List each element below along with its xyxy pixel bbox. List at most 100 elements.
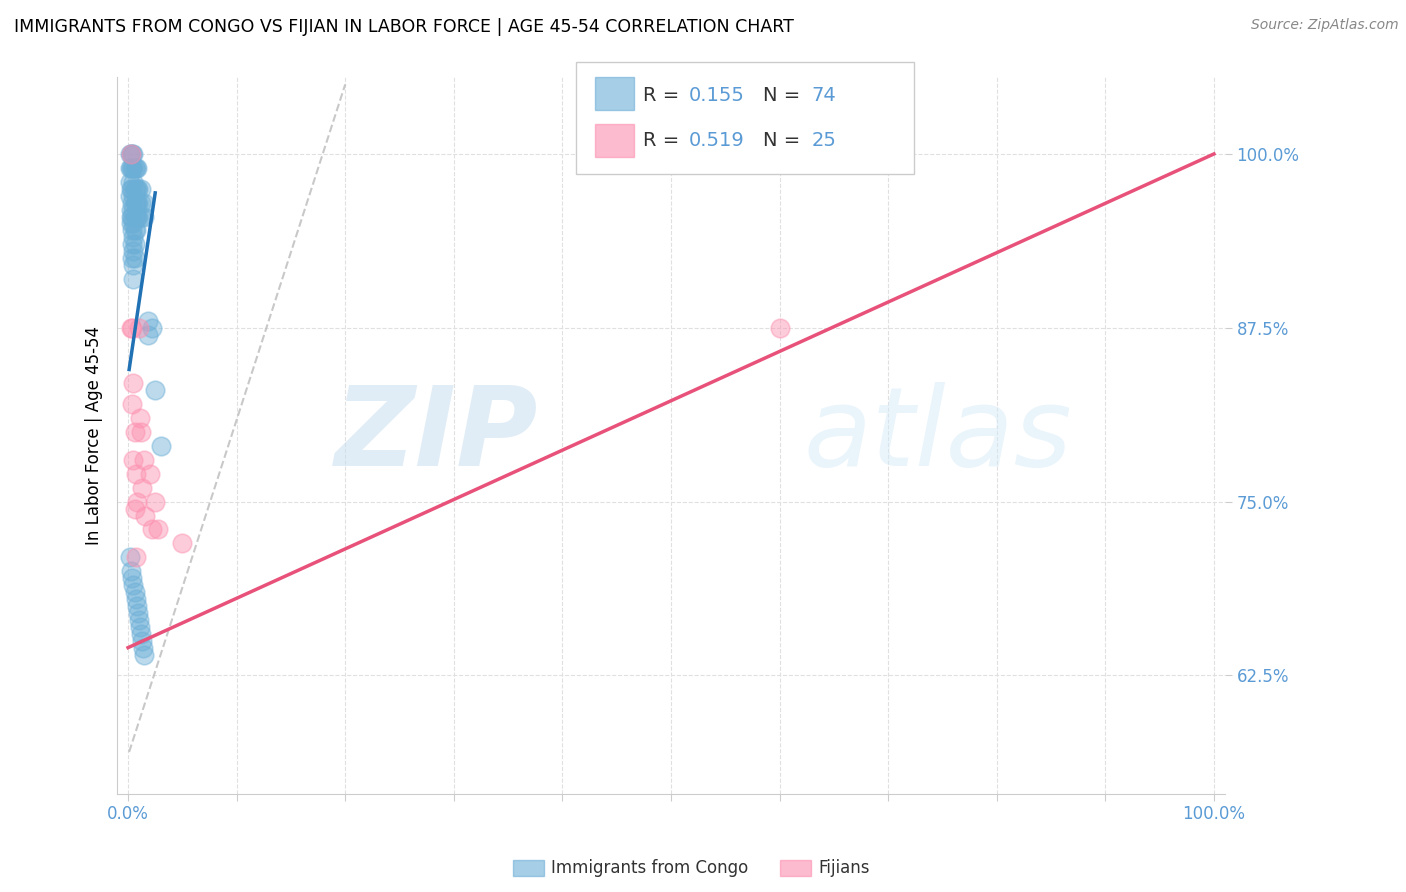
Point <box>143 384 166 398</box>
Point <box>120 161 142 175</box>
Point <box>143 494 166 508</box>
Point <box>127 606 149 620</box>
Point <box>124 161 146 175</box>
Point <box>129 210 152 224</box>
Point <box>129 620 152 634</box>
Text: 74: 74 <box>811 87 837 105</box>
Text: Immigrants from Congo: Immigrants from Congo <box>551 859 748 877</box>
Point <box>120 161 142 175</box>
Text: Source: ZipAtlas.com: Source: ZipAtlas.com <box>1251 18 1399 32</box>
Point <box>128 320 150 334</box>
Text: atlas: atlas <box>804 382 1073 489</box>
Point <box>121 161 143 175</box>
Point <box>131 633 153 648</box>
Point <box>124 237 146 252</box>
Point <box>122 578 145 592</box>
Point <box>129 182 152 196</box>
Point <box>129 425 152 439</box>
Point <box>124 223 146 237</box>
Point <box>124 210 146 224</box>
Point <box>125 210 148 224</box>
Point <box>134 648 156 662</box>
Point <box>120 210 142 224</box>
Point <box>121 397 143 411</box>
Point <box>125 494 148 508</box>
Point <box>124 195 146 210</box>
Point <box>134 195 156 210</box>
Point <box>714 147 737 161</box>
Point <box>124 425 146 439</box>
Point <box>127 195 149 210</box>
Point <box>122 175 145 189</box>
Point <box>122 161 145 175</box>
Text: N =: N = <box>763 87 807 105</box>
Point <box>120 188 142 202</box>
Point <box>148 523 170 537</box>
Point <box>120 147 142 161</box>
Point <box>141 523 163 537</box>
Point <box>121 182 143 196</box>
Point <box>121 223 143 237</box>
Point <box>125 195 148 210</box>
Point <box>120 564 142 578</box>
Point <box>122 244 145 259</box>
Point <box>125 182 148 196</box>
Point <box>134 508 156 523</box>
Point <box>127 182 149 196</box>
Point <box>129 626 152 640</box>
Point <box>121 147 143 161</box>
Point <box>121 320 143 334</box>
Point <box>134 210 156 224</box>
Point <box>122 147 145 161</box>
Point <box>124 195 146 210</box>
Point <box>120 147 142 161</box>
Point <box>128 613 150 627</box>
Point <box>120 175 142 189</box>
Point <box>120 147 142 161</box>
Point <box>124 467 146 481</box>
Text: IMMIGRANTS FROM CONGO VS FIJIAN IN LABOR FORCE | AGE 45-54 CORRELATION CHART: IMMIGRANTS FROM CONGO VS FIJIAN IN LABOR… <box>14 18 794 36</box>
Point <box>141 320 163 334</box>
Point <box>124 182 146 196</box>
Text: 0.155: 0.155 <box>689 87 745 105</box>
Text: R =: R = <box>643 87 685 105</box>
Point <box>129 411 152 425</box>
Point <box>125 161 148 175</box>
Point <box>120 217 142 231</box>
Point <box>121 237 143 252</box>
Point <box>172 536 194 550</box>
Point <box>121 252 143 266</box>
Point <box>122 258 145 272</box>
Point <box>120 202 142 217</box>
Point <box>125 599 148 613</box>
Point <box>122 202 145 217</box>
Point <box>136 327 159 342</box>
Text: N =: N = <box>763 131 807 150</box>
Point <box>124 182 146 196</box>
Point <box>768 320 790 334</box>
Point <box>120 182 142 196</box>
Point <box>127 210 149 224</box>
Text: R =: R = <box>643 131 685 150</box>
Text: Fijians: Fijians <box>818 859 870 877</box>
Point <box>124 223 146 237</box>
Point <box>124 585 146 599</box>
Point <box>122 230 145 244</box>
Point <box>122 217 145 231</box>
Point <box>149 439 172 453</box>
Point <box>121 195 143 210</box>
Point <box>129 195 152 210</box>
Point <box>136 314 159 328</box>
Text: ZIP: ZIP <box>335 382 538 489</box>
Point <box>139 467 162 481</box>
Point <box>122 272 145 286</box>
Point <box>124 210 146 224</box>
Point <box>120 550 142 565</box>
Point <box>124 252 146 266</box>
Text: 25: 25 <box>811 131 837 150</box>
Point <box>122 453 145 467</box>
Y-axis label: In Labor Force | Age 45-54: In Labor Force | Age 45-54 <box>86 326 103 545</box>
Point <box>124 161 146 175</box>
Point <box>122 188 145 202</box>
Point <box>124 501 146 516</box>
